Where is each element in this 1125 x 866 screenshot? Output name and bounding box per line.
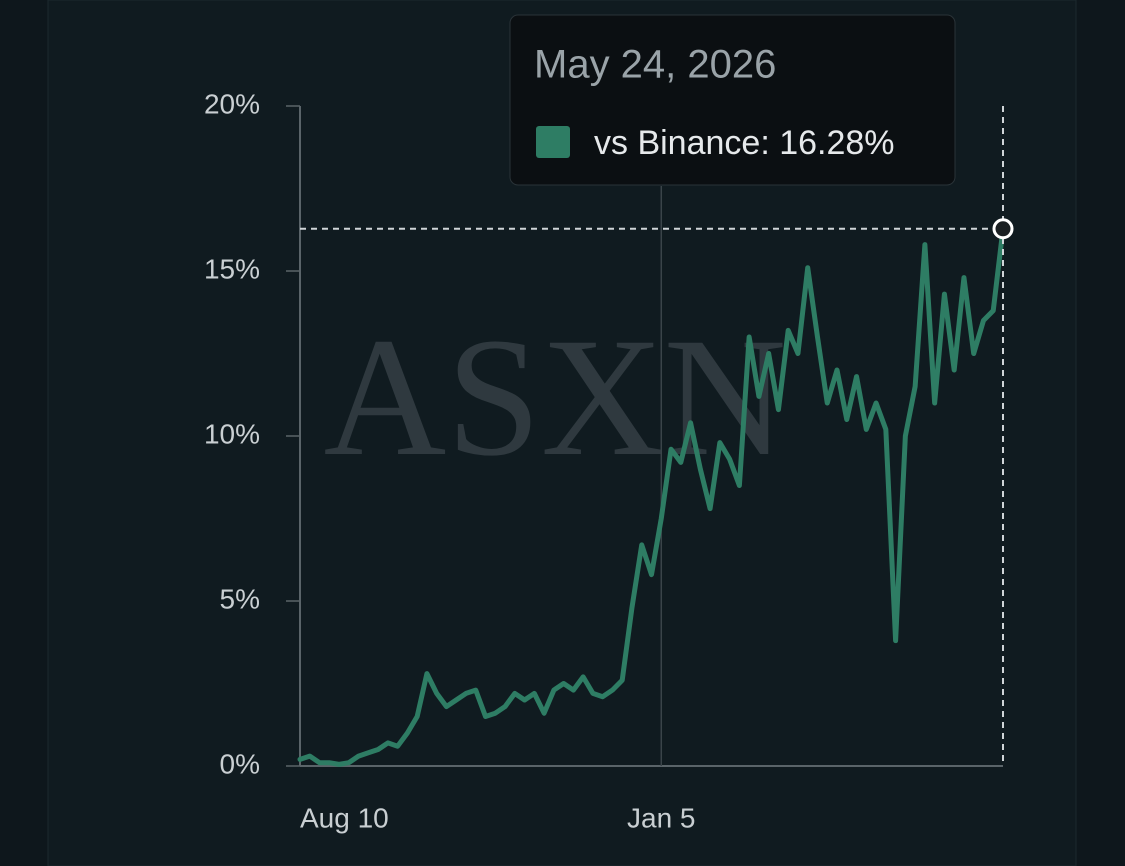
y-tick-label: 15% — [204, 253, 260, 284]
watermark: ASXN — [324, 303, 787, 491]
series-line — [297, 226, 1006, 767]
tooltip: May 24, 2026 vs Binance: 16.28% — [509, 14, 956, 186]
tooltip-label: vs Binance: 16.28% — [594, 124, 895, 162]
x-tick-label: Aug 10 — [300, 802, 389, 833]
y-tick-label: 20% — [204, 88, 260, 119]
plot: 0% 5% 10% 15% 20% Aug 10 Jan 5 — [204, 88, 1014, 833]
tooltip-swatch — [536, 126, 570, 158]
tooltip-date: May 24, 2026 — [534, 43, 776, 87]
y-tick-label: 10% — [204, 418, 260, 449]
hover-point — [992, 218, 1014, 240]
y-tick-label: 0% — [220, 748, 260, 779]
x-tick-label: Jan 5 — [627, 802, 696, 833]
tooltip-box — [509, 14, 956, 186]
y-tick-label: 5% — [220, 583, 260, 614]
